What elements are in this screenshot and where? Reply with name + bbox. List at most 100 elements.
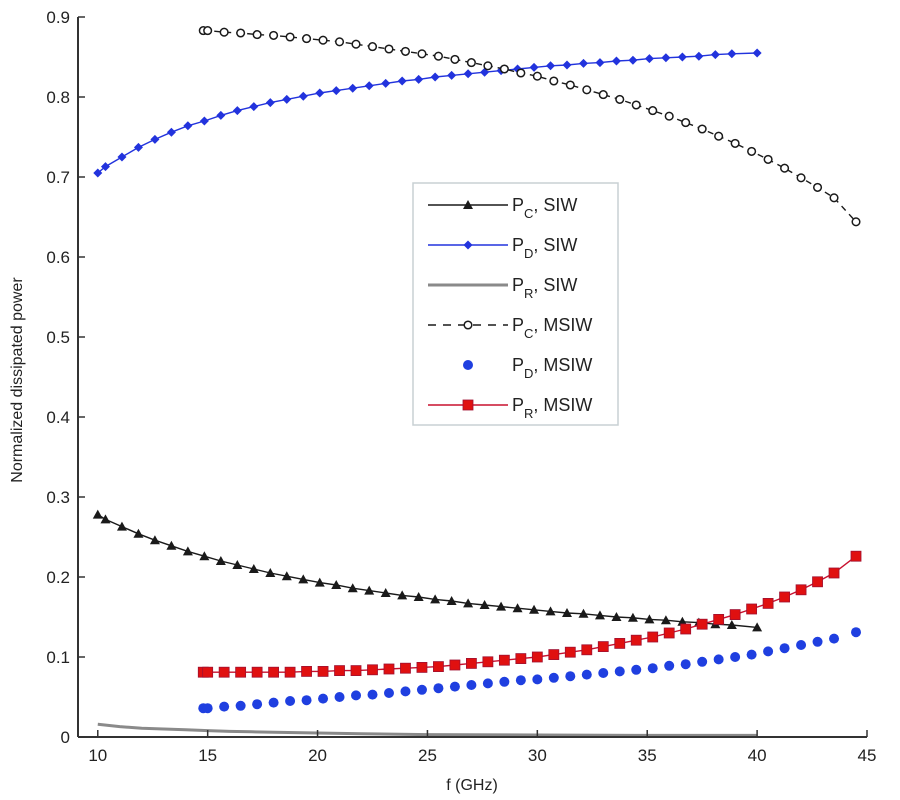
- x-tick-label: 35: [638, 746, 657, 765]
- data-point: [515, 675, 526, 686]
- data-point: [752, 622, 763, 632]
- data-point: [183, 121, 193, 131]
- data-point: [232, 106, 242, 116]
- data-point: [298, 574, 309, 584]
- y-tick-label: 0.5: [46, 328, 70, 347]
- data-point: [301, 666, 312, 677]
- data-point: [562, 608, 573, 617]
- legend-item: PD, SIW: [428, 235, 577, 261]
- data-point: [282, 94, 292, 104]
- data-point: [252, 699, 263, 710]
- data-point: [644, 54, 654, 64]
- x-tick-label: 40: [748, 746, 767, 765]
- data-point: [219, 701, 230, 712]
- data-point: [746, 649, 757, 660]
- legend-label: PR, MSIW: [512, 395, 592, 421]
- x-tick-label: 10: [88, 746, 107, 765]
- data-point: [166, 127, 176, 137]
- data-point: [729, 609, 741, 620]
- legend-items: PC, SIW PD, SIW PR, SIW PC, MSIW PD, MSIW PR,…: [428, 195, 592, 421]
- data-point: [644, 614, 655, 624]
- data-point: [430, 72, 440, 82]
- data-point: [582, 85, 592, 95]
- x-tick-label: 30: [528, 746, 547, 765]
- series-pc-msiw: [198, 26, 861, 227]
- data-point: [548, 672, 559, 683]
- data-point: [681, 118, 691, 128]
- data-point: [466, 680, 477, 690]
- data-point: [828, 567, 840, 579]
- data-point: [529, 62, 539, 72]
- data-point: [182, 546, 193, 556]
- data-point: [331, 580, 342, 589]
- data-point: [498, 654, 510, 666]
- data-point: [413, 592, 424, 601]
- data-point: [166, 540, 177, 550]
- data-point: [414, 74, 424, 84]
- data-point: [351, 39, 361, 49]
- x-tick-label: 20: [308, 746, 327, 765]
- legend-box: [412, 182, 619, 426]
- data-point: [284, 666, 296, 678]
- data-point: [364, 81, 374, 91]
- data-point: [219, 27, 229, 37]
- data-point: [348, 83, 358, 93]
- data-point: [298, 91, 308, 101]
- legend-label: PR, SIW: [512, 275, 577, 301]
- plot-area: [92, 26, 862, 737]
- data-point: [450, 54, 460, 64]
- data-point: [199, 116, 209, 126]
- series-pd-siw: [93, 48, 762, 178]
- data-point: [714, 131, 724, 141]
- data-point: [367, 689, 378, 700]
- legend-item: PD, MSIW: [463, 355, 592, 381]
- legend-marker: [463, 320, 473, 330]
- data-point: [93, 168, 103, 178]
- series-pr-siw: [97, 722, 758, 737]
- data-point: [150, 134, 160, 144]
- data-point: [433, 661, 444, 672]
- data-point: [400, 686, 411, 697]
- data-point: [545, 606, 556, 616]
- data-point: [397, 76, 407, 86]
- data-point: [202, 666, 214, 678]
- data-point: [515, 653, 527, 664]
- data-point: [318, 35, 328, 45]
- data-point: [100, 162, 110, 172]
- data-point: [383, 663, 395, 675]
- data-point: [813, 182, 823, 192]
- data-point: [334, 692, 345, 702]
- data-point: [615, 94, 625, 104]
- data-point: [92, 509, 103, 519]
- data-point: [215, 556, 226, 565]
- data-point: [648, 106, 658, 116]
- data-point: [694, 51, 704, 61]
- data-point: [664, 660, 675, 671]
- data-point: [367, 42, 378, 52]
- data-point: [850, 550, 862, 562]
- data-point: [829, 633, 840, 644]
- data-point: [779, 591, 790, 603]
- legend-marker: [463, 240, 473, 250]
- x-tick-label: 15: [198, 746, 217, 765]
- legend-label: PD, SIW: [512, 235, 577, 261]
- data-point: [251, 666, 263, 678]
- data-point: [449, 681, 460, 692]
- data-point: [133, 528, 144, 538]
- data-point: [680, 623, 692, 635]
- series-pd-msiw: [198, 627, 862, 714]
- data-point: [532, 71, 542, 81]
- legend-marker: [463, 360, 473, 370]
- data-point: [581, 644, 593, 656]
- data-point: [433, 683, 444, 694]
- data-point: [796, 173, 806, 183]
- data-point: [565, 671, 576, 682]
- legend-item: PR, MSIW: [428, 395, 592, 421]
- legend-label: PC, MSIW: [512, 315, 592, 341]
- legend-label: PC, SIW: [512, 195, 577, 221]
- data-point: [218, 666, 230, 678]
- series-line: [203, 555, 857, 673]
- y-tick-label: 0.4: [46, 408, 70, 427]
- data-point: [236, 28, 246, 38]
